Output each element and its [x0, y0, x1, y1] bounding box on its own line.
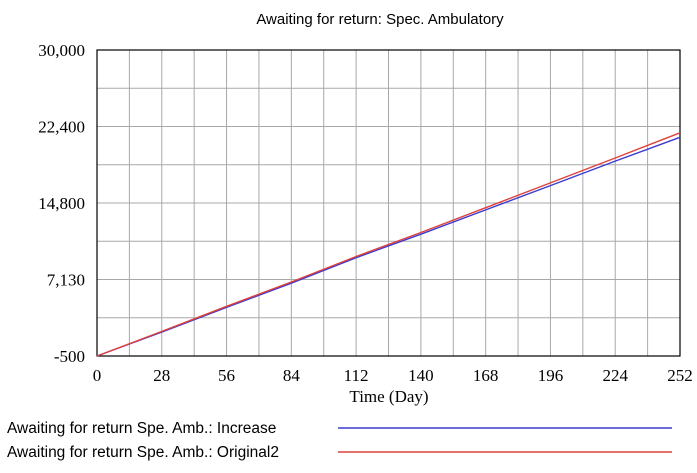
- x-tick-label: 0: [93, 366, 102, 385]
- x-tick-label: 140: [408, 366, 434, 385]
- x-tick-label: 112: [344, 366, 369, 385]
- x-tick-label: 224: [602, 366, 628, 385]
- x-tick-label: 252: [667, 366, 693, 385]
- x-tick-label: 196: [538, 366, 564, 385]
- x-tick-label: 28: [153, 366, 170, 385]
- y-tick-label: 7,130: [47, 271, 85, 290]
- legend: Awaiting for return Spe. Amb.: Increase A…: [7, 420, 672, 461]
- y-tick-label: 30,000: [38, 41, 85, 60]
- chart-title: Awaiting for return: Spec. Ambulatory: [256, 11, 504, 28]
- legend-label: Awaiting for return Spe. Amb.: Increase: [7, 420, 276, 437]
- y-tick-label: 22,400: [38, 118, 85, 137]
- x-axis-label: Time (Day): [349, 387, 428, 406]
- x-tick-label: 56: [218, 366, 235, 385]
- x-tick-label: 84: [283, 366, 301, 385]
- series-line: [96, 132, 681, 357]
- chart-grid: [97, 50, 680, 356]
- y-tick-label: -500: [54, 347, 85, 366]
- series-line: [96, 136, 681, 357]
- legend-label: Awaiting for return Spe. Amb.: Original2: [7, 444, 279, 461]
- y-tick-label: 14,800: [38, 194, 85, 213]
- axis-ticks: 0 28 56 84 112 140 168 196 224 252 30,000 22,400 14,…: [38, 41, 693, 385]
- series-lines: [96, 132, 681, 357]
- x-tick-label: 168: [473, 366, 499, 385]
- plot-area: [96, 49, 681, 357]
